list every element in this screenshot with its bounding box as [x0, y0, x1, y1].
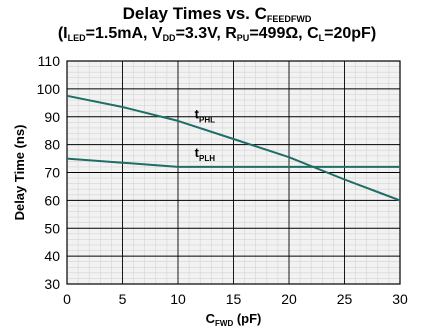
y-tick-label: 80: [44, 137, 60, 153]
x-tick-label: 0: [63, 291, 71, 307]
x-tick-label: 5: [119, 291, 127, 307]
y-tick-label: 90: [44, 109, 60, 125]
x-tick-label: 25: [337, 291, 353, 307]
y-tick-label: 100: [37, 81, 61, 97]
series-label-tPLH: tPLH: [195, 145, 216, 163]
chart-subtitle: (ILED=1.5mA, VDD=3.3V, RPU=499Ω, CL=20pF…: [57, 25, 377, 43]
plot-frame: [66, 60, 401, 285]
series-label-tPHL: tPHL: [195, 106, 215, 124]
y-tick-label: 60: [44, 192, 60, 208]
x-tick-label: 20: [281, 291, 297, 307]
x-tick-label: 15: [226, 291, 242, 307]
y-tick-label: 30: [44, 276, 60, 292]
y-tick-label: 40: [44, 248, 60, 264]
x-axis-label: CFWD (pF): [206, 311, 262, 328]
series-line-tPHL: [66, 94, 401, 202]
chart-title: Delay Times vs. CFEEDFWD: [122, 4, 312, 24]
y-tick-label: 50: [44, 220, 60, 236]
x-tick-label: 30: [392, 291, 408, 307]
series-line-tPLH: [66, 157, 400, 168]
x-tick-label: 10: [170, 291, 186, 307]
y-tick-label: 70: [44, 165, 60, 181]
y-tick-label: 110: [38, 53, 61, 69]
y-axis-label: Delay Time (ns): [12, 125, 27, 221]
